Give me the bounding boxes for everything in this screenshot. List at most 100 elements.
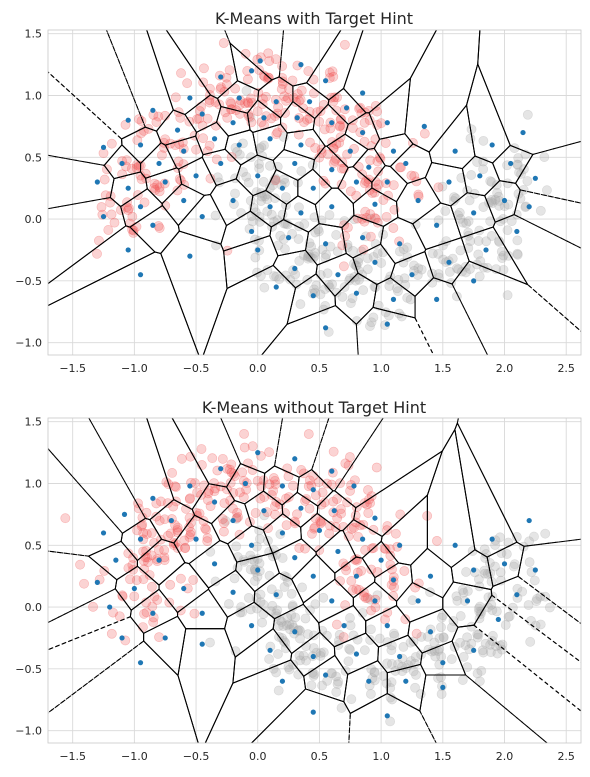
voronoi-edge (103, 144, 123, 166)
voronoi-edge (208, 588, 228, 618)
voronoi-edge (274, 603, 304, 620)
voronoi-edge-unbounded (0, 0, 109, 306)
data-point-red (336, 508, 347, 519)
data-point-red (388, 180, 399, 190)
voronoi-edge (179, 230, 222, 245)
voronoi-edge (328, 88, 344, 101)
data-point-grey (446, 622, 457, 633)
data-point-red (200, 523, 210, 534)
data-point-grey (393, 286, 403, 297)
data-point-red (226, 98, 237, 109)
data-point-red (335, 576, 345, 586)
data-point-grey (444, 266, 455, 277)
data-point-red (235, 487, 245, 498)
voronoi-edge (160, 253, 200, 355)
voronoi-edge (271, 76, 280, 81)
centroid-point (137, 272, 144, 278)
centroid-point (366, 164, 372, 170)
voronoi-edge (283, 132, 288, 150)
data-point-red (146, 550, 157, 561)
voronoi-edge (232, 659, 291, 684)
data-point-grey (479, 565, 490, 576)
chart-title-bottom: K-Means without Target Hint (202, 398, 426, 417)
voronoi-edge (229, 42, 273, 81)
voronoi-edge (297, 195, 316, 206)
data-point-red (283, 492, 294, 503)
data-point-red (176, 453, 187, 464)
centroid-point (343, 105, 350, 111)
voronoi-edge (341, 227, 347, 254)
data-point-red (198, 133, 209, 144)
centroid-point (384, 321, 390, 327)
data-point-grey (461, 567, 471, 577)
data-point-grey (318, 592, 329, 603)
centroid-point (440, 660, 446, 666)
centroid-point (397, 542, 403, 548)
voronoi-edge (440, 202, 451, 207)
data-point-red (242, 74, 253, 85)
centroid-point (331, 508, 337, 514)
data-point-grey (486, 177, 497, 187)
data-point-red (355, 520, 366, 531)
voronoi-edge (315, 264, 318, 274)
centroid-point (218, 160, 224, 167)
voronoi-edge (227, 543, 238, 563)
data-point-red (340, 39, 350, 50)
centroid-point (279, 678, 286, 684)
voronoi-edge (181, 183, 205, 196)
data-point-red (366, 564, 377, 575)
data-point-grey (264, 654, 274, 664)
data-point-grey (345, 298, 356, 309)
data-point-grey (277, 633, 287, 643)
data-point-grey (257, 151, 268, 162)
data-point-red (138, 622, 148, 632)
data-point-red (224, 65, 235, 75)
voronoi-edge (88, 540, 122, 557)
data-point-red (175, 112, 186, 123)
centroid-point (483, 247, 489, 253)
voronoi-edge (327, 103, 349, 125)
data-point-grey (458, 217, 468, 228)
centroid-point (310, 293, 316, 299)
centroid-point (403, 678, 409, 684)
data-point-red (162, 498, 173, 509)
voronoi-edge (350, 693, 388, 714)
voronoi-edge (394, 251, 426, 264)
data-point-red (153, 111, 164, 122)
voronoi-edge (226, 463, 241, 488)
centroid-point (94, 579, 100, 585)
voronoi-edge (385, 165, 391, 168)
y-tick-label: −0.5 (15, 275, 42, 288)
data-point-red (396, 162, 406, 173)
data-point-grey (212, 172, 223, 183)
centroid-point (199, 610, 205, 616)
data-point-red (154, 186, 165, 197)
x-tick-label: 0.0 (249, 362, 267, 375)
data-point-red (139, 608, 149, 619)
data-point-grey (465, 264, 475, 274)
centroid-point (351, 483, 357, 489)
data-point-red (354, 103, 364, 114)
voronoi-edge (484, 180, 501, 197)
voronoi-edge (156, 109, 174, 132)
data-point-grey (461, 218, 472, 229)
data-point-red (385, 544, 395, 555)
centroid-point (347, 148, 353, 154)
data-point-grey (255, 597, 266, 607)
data-point-red (291, 97, 301, 107)
data-point-red (314, 116, 325, 127)
voronoi-edge (334, 578, 354, 599)
data-point-red (189, 608, 200, 619)
data-point-red (264, 56, 275, 66)
data-point-grey (491, 180, 502, 190)
voronoi-edge (216, 121, 229, 137)
data-point-red (128, 227, 139, 238)
data-point-grey (353, 257, 364, 267)
data-point-grey (374, 633, 385, 644)
data-point-grey (508, 561, 519, 572)
data-point-red (230, 83, 241, 94)
y-tick-label: 0.5 (25, 539, 43, 552)
voronoi-edge (250, 688, 306, 743)
voronoi-edge (209, 194, 227, 226)
data-point-grey (322, 675, 333, 686)
